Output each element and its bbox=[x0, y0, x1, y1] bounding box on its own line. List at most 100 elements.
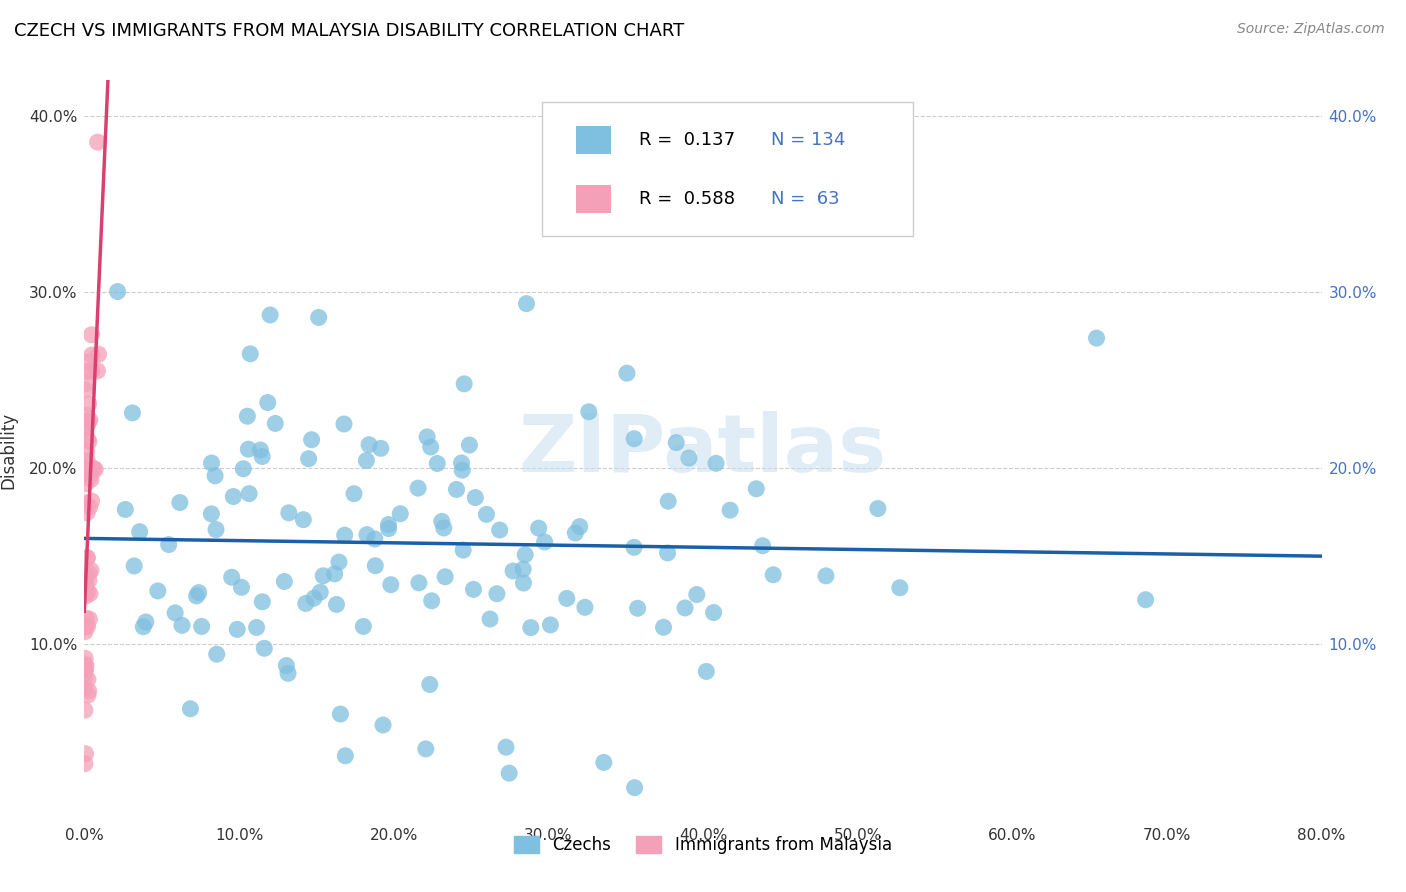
Point bbox=[762, 567, 785, 582]
Point bbox=[73, 383, 96, 397]
Point bbox=[323, 566, 346, 581]
Point bbox=[80, 327, 103, 342]
Point bbox=[665, 435, 688, 450]
Point bbox=[73, 756, 96, 771]
Point bbox=[73, 670, 96, 684]
Point bbox=[75, 589, 97, 603]
Point bbox=[122, 558, 145, 573]
Point bbox=[107, 285, 129, 299]
Point bbox=[416, 430, 439, 444]
Point bbox=[77, 365, 100, 379]
Point bbox=[200, 456, 222, 470]
Point bbox=[205, 647, 228, 661]
Point bbox=[329, 707, 352, 722]
Point bbox=[652, 620, 675, 634]
Point bbox=[627, 601, 650, 615]
Point bbox=[75, 579, 97, 593]
Point bbox=[73, 496, 96, 510]
Point bbox=[80, 563, 103, 577]
Point bbox=[232, 462, 254, 476]
Point bbox=[574, 600, 596, 615]
Point bbox=[179, 702, 201, 716]
Point bbox=[79, 500, 101, 514]
Point bbox=[578, 405, 600, 419]
Point bbox=[616, 366, 638, 380]
Point bbox=[75, 658, 97, 673]
Point bbox=[408, 575, 430, 590]
Point bbox=[236, 409, 259, 424]
Point bbox=[264, 417, 287, 431]
Point bbox=[200, 507, 222, 521]
Point bbox=[221, 570, 243, 584]
Point bbox=[73, 461, 96, 475]
Point bbox=[80, 363, 103, 377]
Point bbox=[673, 601, 696, 615]
Point bbox=[121, 406, 143, 420]
Point bbox=[485, 587, 508, 601]
Point bbox=[451, 463, 474, 477]
Point bbox=[426, 457, 449, 471]
Point bbox=[75, 420, 97, 434]
Point bbox=[75, 663, 97, 677]
Point bbox=[704, 456, 727, 470]
Point bbox=[463, 582, 485, 597]
Point bbox=[246, 620, 269, 634]
Point bbox=[75, 663, 97, 677]
Point bbox=[703, 606, 725, 620]
Point bbox=[515, 296, 537, 310]
Point bbox=[359, 438, 381, 452]
Point bbox=[75, 568, 97, 582]
Point bbox=[73, 624, 96, 639]
Point bbox=[695, 665, 717, 679]
Point bbox=[170, 618, 193, 632]
Point bbox=[259, 308, 281, 322]
Point bbox=[453, 376, 475, 391]
Point bbox=[657, 546, 679, 560]
Point bbox=[302, 591, 325, 606]
Point bbox=[77, 415, 100, 429]
Point bbox=[623, 541, 645, 555]
Point bbox=[276, 658, 298, 673]
Point bbox=[527, 521, 550, 535]
Point bbox=[371, 718, 394, 732]
Point bbox=[294, 597, 316, 611]
Point bbox=[238, 442, 260, 457]
Point bbox=[73, 570, 96, 584]
Point bbox=[157, 538, 180, 552]
Point bbox=[231, 580, 253, 594]
FancyBboxPatch shape bbox=[543, 103, 914, 235]
Point bbox=[273, 574, 295, 589]
Point bbox=[169, 495, 191, 509]
Point bbox=[83, 461, 105, 475]
Text: ZIPatlas: ZIPatlas bbox=[519, 411, 887, 490]
Point bbox=[450, 456, 472, 470]
Point bbox=[1085, 331, 1108, 345]
Point bbox=[73, 703, 96, 717]
Text: R =  0.137: R = 0.137 bbox=[638, 131, 735, 149]
Point bbox=[253, 641, 276, 656]
Point bbox=[325, 598, 347, 612]
Point bbox=[165, 606, 187, 620]
Text: N = 134: N = 134 bbox=[770, 131, 845, 149]
Point bbox=[77, 684, 100, 698]
Point bbox=[352, 619, 374, 633]
Point bbox=[204, 468, 226, 483]
Point bbox=[80, 348, 103, 362]
Point bbox=[555, 591, 578, 606]
Point bbox=[135, 615, 157, 629]
Point bbox=[475, 508, 498, 522]
Point bbox=[364, 558, 387, 573]
Point bbox=[568, 519, 591, 533]
Point bbox=[77, 584, 100, 599]
Point bbox=[132, 620, 155, 634]
Point bbox=[75, 651, 97, 665]
Point bbox=[226, 623, 249, 637]
Point bbox=[79, 612, 101, 626]
Point bbox=[75, 747, 97, 761]
Point bbox=[77, 574, 100, 588]
Point bbox=[84, 462, 107, 476]
Point bbox=[370, 442, 392, 456]
Point bbox=[277, 506, 299, 520]
Point bbox=[277, 666, 299, 681]
Point bbox=[77, 673, 100, 687]
